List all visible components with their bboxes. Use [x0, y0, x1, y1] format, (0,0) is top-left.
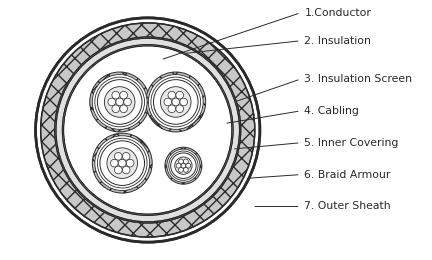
- Circle shape: [97, 80, 142, 124]
- Circle shape: [164, 98, 172, 106]
- Circle shape: [108, 98, 116, 106]
- Circle shape: [176, 91, 184, 99]
- Circle shape: [165, 147, 202, 184]
- Circle shape: [64, 46, 232, 214]
- Circle shape: [168, 105, 176, 113]
- Circle shape: [55, 37, 241, 223]
- Circle shape: [184, 167, 188, 172]
- Text: 6. Braid Armour: 6. Braid Armour: [305, 170, 391, 180]
- Circle shape: [160, 87, 191, 117]
- Circle shape: [92, 133, 152, 193]
- Circle shape: [151, 77, 200, 127]
- Circle shape: [41, 23, 255, 237]
- Circle shape: [148, 75, 203, 129]
- Text: 1.Conductor: 1.Conductor: [305, 8, 372, 18]
- Circle shape: [100, 141, 145, 185]
- Circle shape: [56, 38, 239, 222]
- Text: 5. Inner Covering: 5. Inner Covering: [305, 138, 399, 148]
- Circle shape: [90, 72, 149, 132]
- Circle shape: [186, 163, 191, 168]
- Circle shape: [112, 105, 120, 113]
- Circle shape: [62, 45, 233, 215]
- Circle shape: [176, 163, 181, 168]
- Circle shape: [178, 167, 184, 172]
- Circle shape: [175, 157, 192, 174]
- Circle shape: [184, 159, 188, 164]
- Circle shape: [178, 159, 184, 164]
- Circle shape: [176, 105, 184, 113]
- Circle shape: [146, 72, 206, 132]
- Circle shape: [118, 159, 126, 167]
- Circle shape: [114, 152, 122, 160]
- Circle shape: [111, 159, 118, 167]
- Text: 3. Insulation Screen: 3. Insulation Screen: [305, 74, 413, 84]
- Circle shape: [95, 136, 149, 191]
- Circle shape: [120, 91, 127, 99]
- Circle shape: [172, 98, 180, 106]
- Circle shape: [153, 80, 198, 124]
- Text: 7. Outer Sheath: 7. Outer Sheath: [305, 202, 391, 211]
- Circle shape: [116, 98, 124, 106]
- Circle shape: [35, 18, 260, 242]
- Text: 4. Cabling: 4. Cabling: [305, 106, 359, 116]
- Circle shape: [107, 148, 137, 178]
- Circle shape: [114, 166, 122, 174]
- Circle shape: [112, 91, 120, 99]
- Circle shape: [167, 149, 200, 182]
- Circle shape: [97, 138, 147, 188]
- Circle shape: [171, 153, 196, 178]
- Circle shape: [180, 98, 187, 106]
- Circle shape: [120, 105, 127, 113]
- Text: 2. Insulation: 2. Insulation: [305, 36, 372, 46]
- Circle shape: [95, 77, 145, 127]
- Circle shape: [92, 75, 147, 129]
- Circle shape: [168, 91, 176, 99]
- Circle shape: [122, 166, 130, 174]
- Circle shape: [105, 87, 135, 117]
- Circle shape: [122, 152, 130, 160]
- Circle shape: [169, 151, 198, 180]
- Circle shape: [181, 163, 186, 168]
- Circle shape: [124, 98, 131, 106]
- Circle shape: [126, 159, 134, 167]
